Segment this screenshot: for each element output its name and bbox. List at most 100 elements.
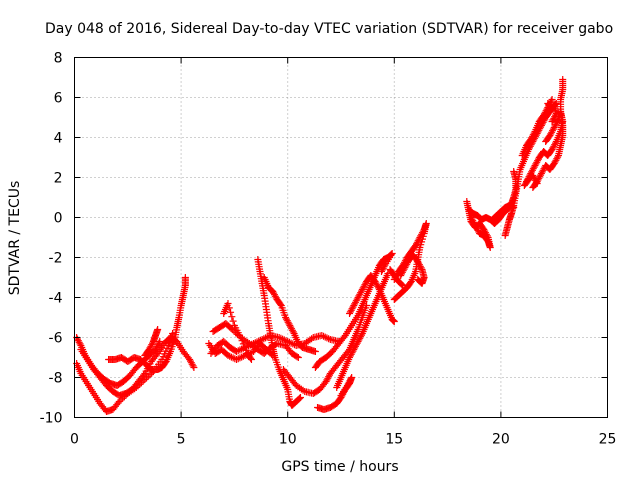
data-point — [355, 336, 363, 344]
data-point — [530, 173, 538, 181]
data-point — [553, 155, 561, 163]
data-point — [285, 338, 293, 346]
data-point — [397, 280, 405, 288]
data-point — [552, 120, 560, 128]
data-point — [229, 354, 237, 362]
data-point — [323, 376, 331, 384]
data-point — [373, 281, 381, 289]
data-point — [351, 300, 359, 308]
series-arc-14 — [311, 250, 396, 371]
data-point — [550, 142, 558, 150]
data-point — [414, 237, 422, 245]
data-point — [153, 342, 161, 350]
data-point — [189, 362, 197, 370]
data-point — [346, 377, 354, 385]
data-point — [416, 262, 424, 270]
data-point — [236, 346, 244, 354]
data-point — [551, 158, 559, 166]
data-point — [533, 158, 541, 166]
data-point — [285, 320, 293, 328]
data-point — [352, 341, 360, 349]
data-point — [358, 286, 366, 293]
data-point — [237, 334, 245, 341]
data-point — [295, 395, 303, 403]
data-point — [263, 333, 271, 341]
data-point — [550, 160, 558, 167]
data-point — [357, 287, 365, 295]
data-point — [348, 349, 356, 357]
data-point — [226, 352, 234, 360]
data-point — [536, 173, 544, 181]
data-point — [528, 132, 536, 140]
data-point — [540, 110, 548, 118]
data-point — [542, 138, 550, 145]
data-point — [283, 317, 291, 325]
data-point — [73, 335, 81, 343]
data-point — [337, 392, 345, 399]
data-point — [529, 172, 537, 179]
data-point — [325, 335, 333, 343]
data-point — [527, 136, 535, 143]
data-point — [293, 353, 301, 361]
data-point — [284, 318, 292, 326]
data-point — [534, 157, 542, 165]
data-point — [398, 268, 406, 276]
data-point — [224, 300, 232, 307]
x-tick-label: 15 — [385, 432, 403, 448]
data-point — [325, 373, 333, 381]
data-point — [321, 333, 329, 341]
data-point — [347, 306, 355, 314]
x-tick-label: 10 — [279, 432, 297, 448]
data-point — [381, 261, 389, 269]
data-point — [74, 337, 82, 345]
data-point — [289, 328, 297, 336]
x-tick-labels: 0 5 10 15 20 25 — [70, 432, 616, 448]
data-point — [227, 308, 235, 316]
data-point — [360, 282, 368, 290]
data-point — [361, 281, 369, 289]
data-point — [510, 168, 518, 175]
data-point — [234, 355, 242, 363]
data-point — [399, 267, 407, 275]
data-point — [288, 326, 296, 334]
data-point — [552, 156, 560, 164]
data-point — [311, 348, 319, 355]
data-point — [402, 262, 410, 270]
data-point — [320, 332, 328, 340]
data-point — [551, 100, 559, 108]
data-point — [382, 260, 390, 267]
data-point — [548, 96, 556, 103]
data-point — [271, 292, 279, 300]
y-tick-label: 8 — [54, 51, 63, 67]
data-point — [374, 282, 382, 290]
series-arc-11 — [260, 274, 319, 355]
series-arc-28 — [544, 100, 560, 111]
data-point — [414, 276, 422, 283]
data-point — [530, 129, 538, 137]
series-arc-10 — [254, 256, 304, 409]
data-point — [241, 343, 249, 351]
data-point — [531, 175, 539, 183]
data-point — [287, 323, 295, 331]
y-tick-label: -10 — [40, 411, 63, 427]
data-point — [378, 268, 386, 275]
series-arc-19 — [386, 266, 407, 289]
data-point — [551, 141, 559, 149]
x-tick-label: 5 — [177, 432, 186, 448]
data-point — [475, 228, 483, 236]
data-point — [282, 315, 290, 323]
data-point — [275, 334, 283, 341]
x-tick-label: 0 — [70, 432, 79, 448]
data-point — [76, 340, 84, 348]
data-point — [186, 357, 194, 365]
data-point — [187, 359, 195, 367]
data-point — [284, 338, 292, 345]
data-point — [474, 226, 482, 234]
data-point — [115, 398, 123, 405]
data-point — [398, 270, 406, 278]
data-point — [146, 371, 154, 379]
data-point — [372, 279, 380, 287]
data-point — [224, 352, 232, 359]
data-point — [350, 346, 358, 353]
y-tick-label: 6 — [54, 91, 63, 107]
